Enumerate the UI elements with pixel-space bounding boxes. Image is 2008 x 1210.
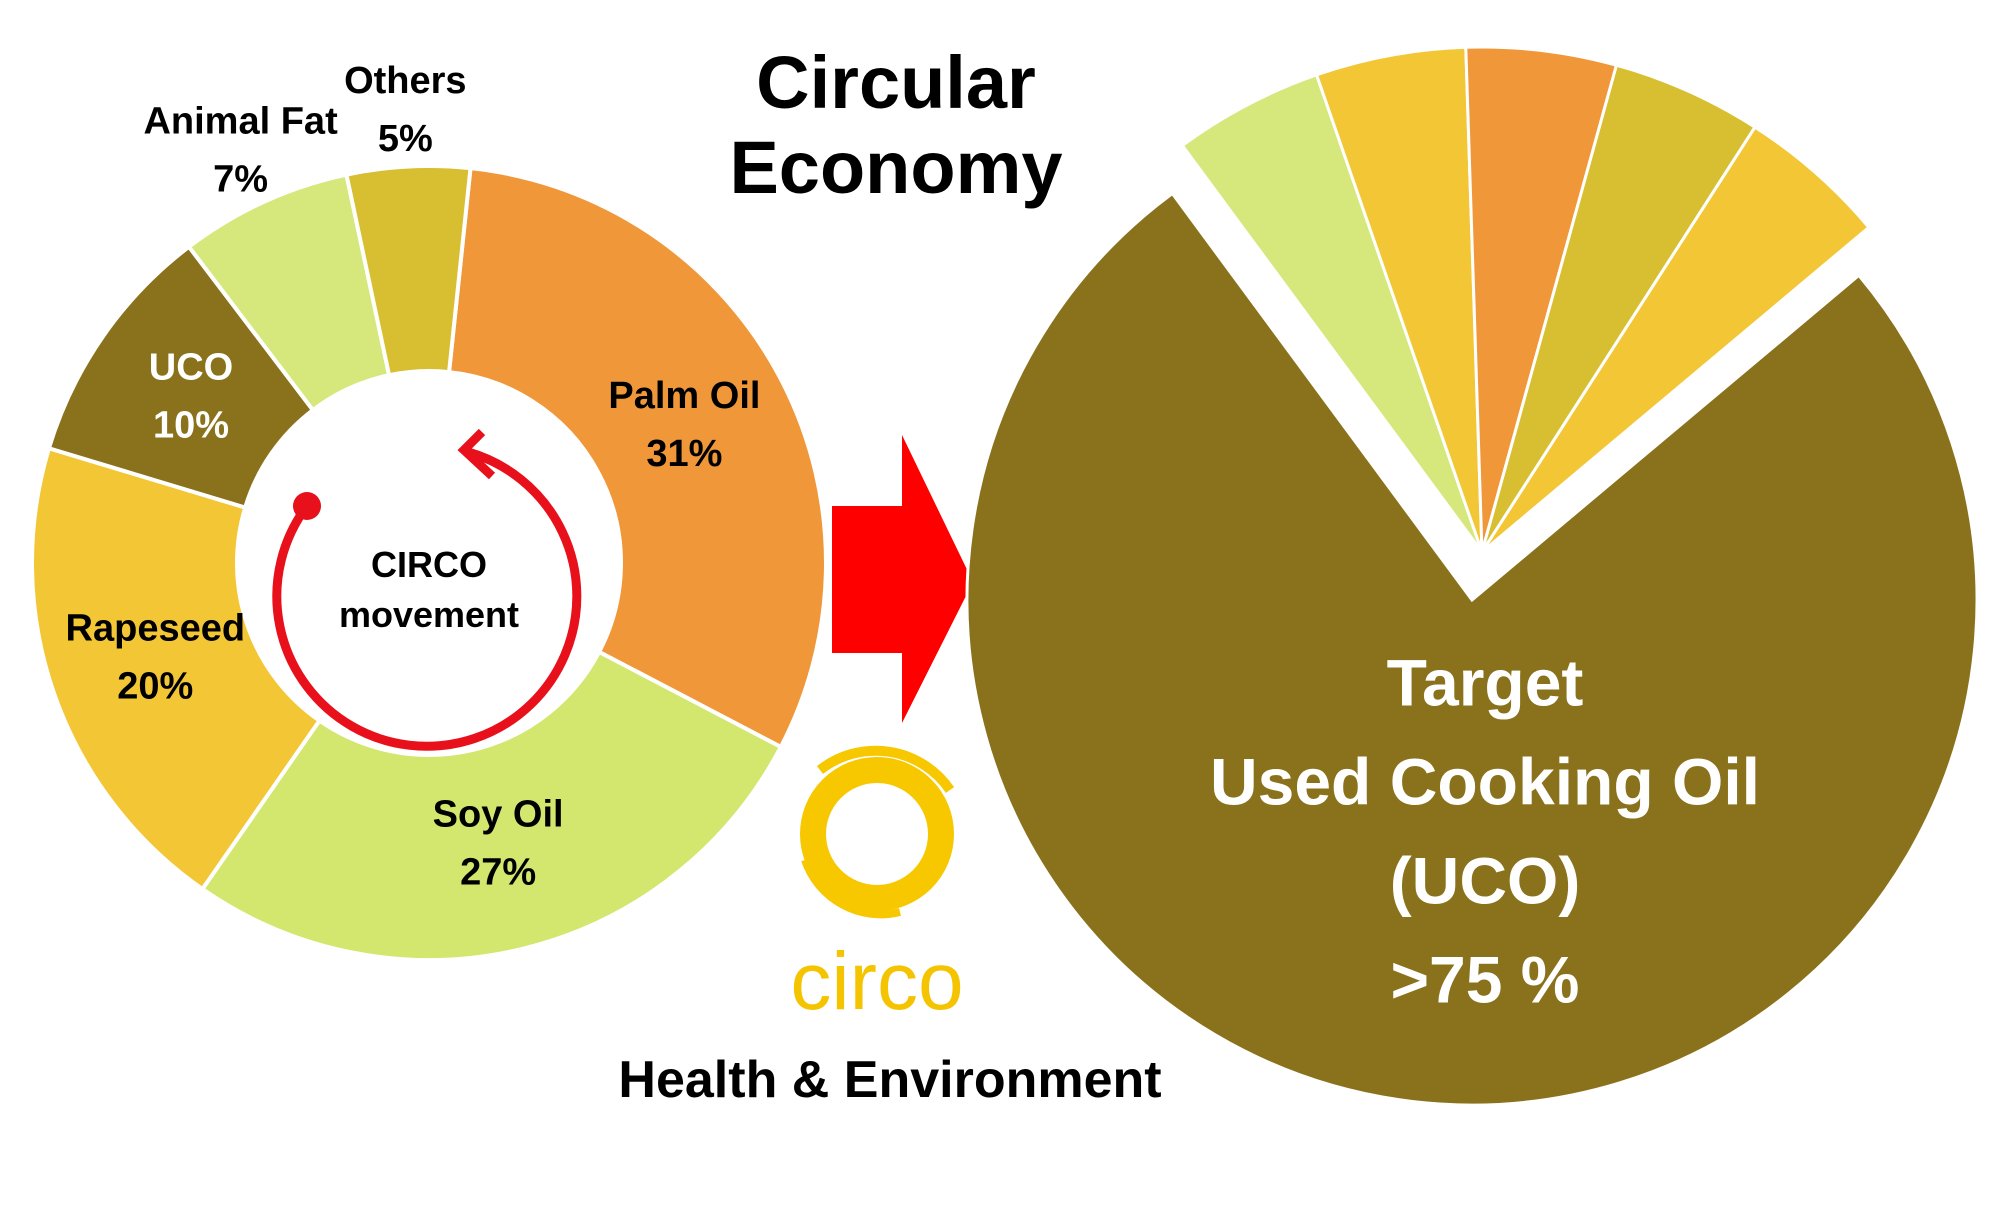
pie-annotation: Target [1387,645,1584,719]
logo: circo [790,936,964,1027]
logo-ring [800,745,955,919]
donut-slice [446,165,828,750]
slice-name: Others [344,60,466,102]
pie-slice [965,191,1979,1107]
pie-annotation: Used Cooking Oil [1210,744,1760,818]
tagline: Health & Environment [618,1051,1162,1109]
slice-value: 10% [153,405,229,447]
donut-slice [199,649,784,962]
slice-value: 7% [213,159,268,201]
slice-value: 27% [460,851,536,893]
slice-value: 20% [117,665,193,707]
pie-annotation: (UCO) [1390,843,1581,917]
arrow [832,435,973,723]
slice-name: Rapeseed [66,607,246,649]
donut-slice [46,243,316,510]
title: Circular Economy [729,41,1063,210]
slice-name: Animal Fat [143,101,338,143]
slice-name: Palm Oil [608,375,760,417]
slice-value: 5% [378,118,433,160]
pie-slice [1314,45,1484,553]
pie-slice [1480,125,1871,554]
center-label: CIRCO movement [338,544,520,636]
slice-value: 31% [646,433,722,475]
slice-name: UCO [149,347,233,389]
slice-name: Soy Oil [433,793,564,835]
donut-slice [30,445,323,892]
pie-slice [1480,63,1758,553]
donut-slice [344,164,473,378]
pie-slice [1464,45,1619,553]
loop-arrowhead [457,428,496,480]
loop-arrow [272,447,582,751]
pie-annotation: >75 % [1391,942,1580,1016]
pie-slice [1180,72,1484,553]
